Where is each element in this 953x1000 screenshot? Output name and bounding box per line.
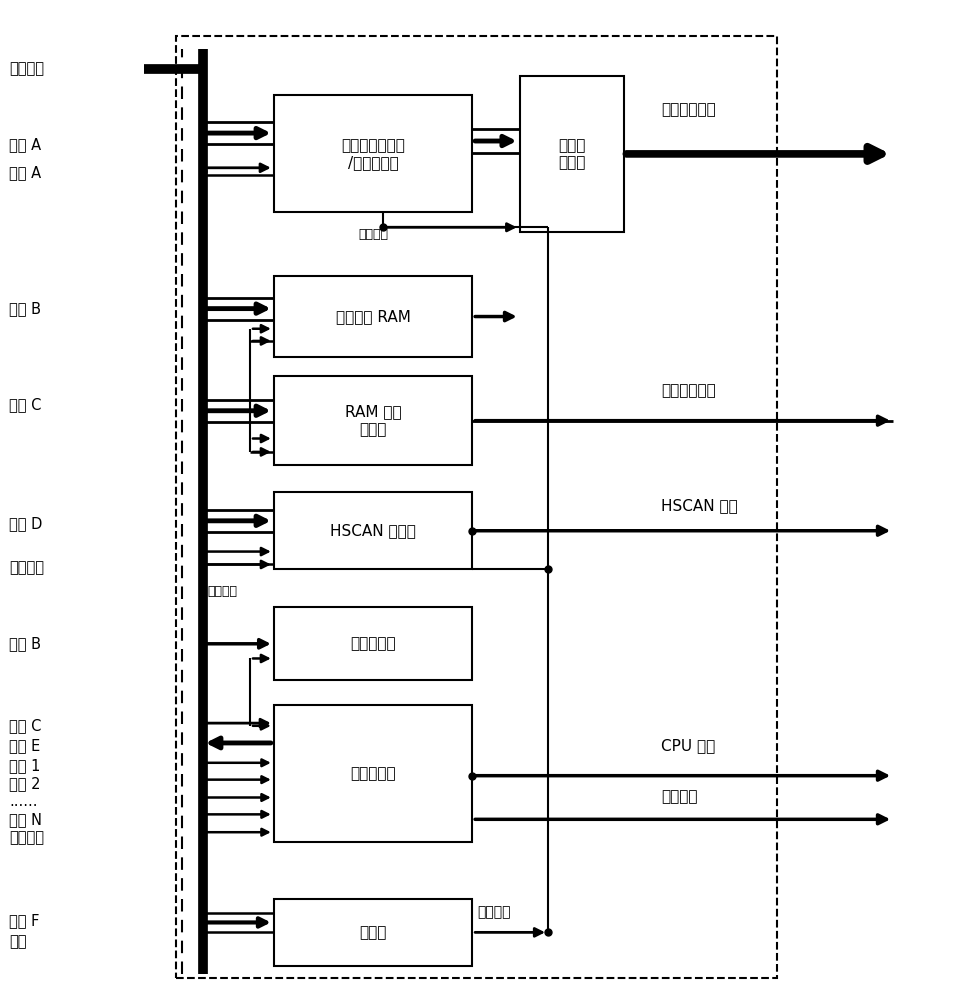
- Bar: [274, 492, 472, 569]
- Text: 控制参数输出: 控制参数输出: [660, 102, 716, 117]
- Text: 内部时钟: 内部时钟: [207, 585, 237, 598]
- Text: HSCAN 输出: HSCAN 输出: [660, 498, 738, 513]
- Text: 启动器: 启动器: [359, 925, 386, 940]
- Text: HSCAN 发生器: HSCAN 发生器: [330, 523, 416, 538]
- Text: CPU 中断: CPU 中断: [660, 738, 715, 753]
- Text: 地址 B: 地址 B: [9, 301, 41, 316]
- Text: 中断管理器: 中断管理器: [350, 636, 395, 651]
- Text: 中断 1: 中断 1: [9, 758, 40, 773]
- Text: 数据总线: 数据总线: [9, 61, 44, 76]
- Text: 中断 N: 中断 N: [9, 812, 42, 827]
- Text: 中断使能: 中断使能: [9, 830, 44, 845]
- Text: 状态参数 RAM: 状态参数 RAM: [335, 309, 410, 324]
- Text: 数据源
选择器: 数据源 选择器: [558, 138, 584, 170]
- Bar: [274, 95, 472, 212]
- Text: 调整参数寄存器
/选通控制器: 调整参数寄存器 /选通控制器: [340, 138, 404, 170]
- Text: 扫描结束输出: 扫描结束输出: [660, 383, 716, 398]
- Text: 内部时钟: 内部时钟: [9, 560, 44, 575]
- Text: 中断 2: 中断 2: [9, 776, 40, 791]
- Text: 复位输出: 复位输出: [660, 789, 698, 804]
- Bar: [274, 276, 472, 357]
- Text: 时钟: 时钟: [9, 934, 27, 949]
- Text: 内部时钟: 内部时钟: [476, 906, 510, 920]
- Bar: [274, 899, 472, 966]
- Text: 地址 E: 地址 E: [9, 738, 40, 753]
- Bar: [274, 705, 472, 842]
- Text: 地址 A: 地址 A: [9, 137, 41, 152]
- Text: RAM 地址
计数器: RAM 地址 计数器: [344, 404, 401, 437]
- Text: 地址 C: 地址 C: [9, 397, 41, 412]
- Text: 复位 A: 复位 A: [9, 165, 41, 180]
- Text: 地址 D: 地址 D: [9, 516, 42, 531]
- Bar: [519, 76, 623, 232]
- Bar: [176, 36, 776, 978]
- Bar: [274, 607, 472, 680]
- Text: 中断寄存器: 中断寄存器: [350, 766, 395, 781]
- Text: ......: ......: [9, 794, 37, 809]
- Text: 内部时钟: 内部时钟: [358, 228, 388, 241]
- Text: 地址 F: 地址 F: [9, 913, 39, 928]
- Text: 复位 B: 复位 B: [9, 636, 41, 651]
- Text: 复位 C: 复位 C: [9, 719, 41, 734]
- Bar: [274, 376, 472, 465]
